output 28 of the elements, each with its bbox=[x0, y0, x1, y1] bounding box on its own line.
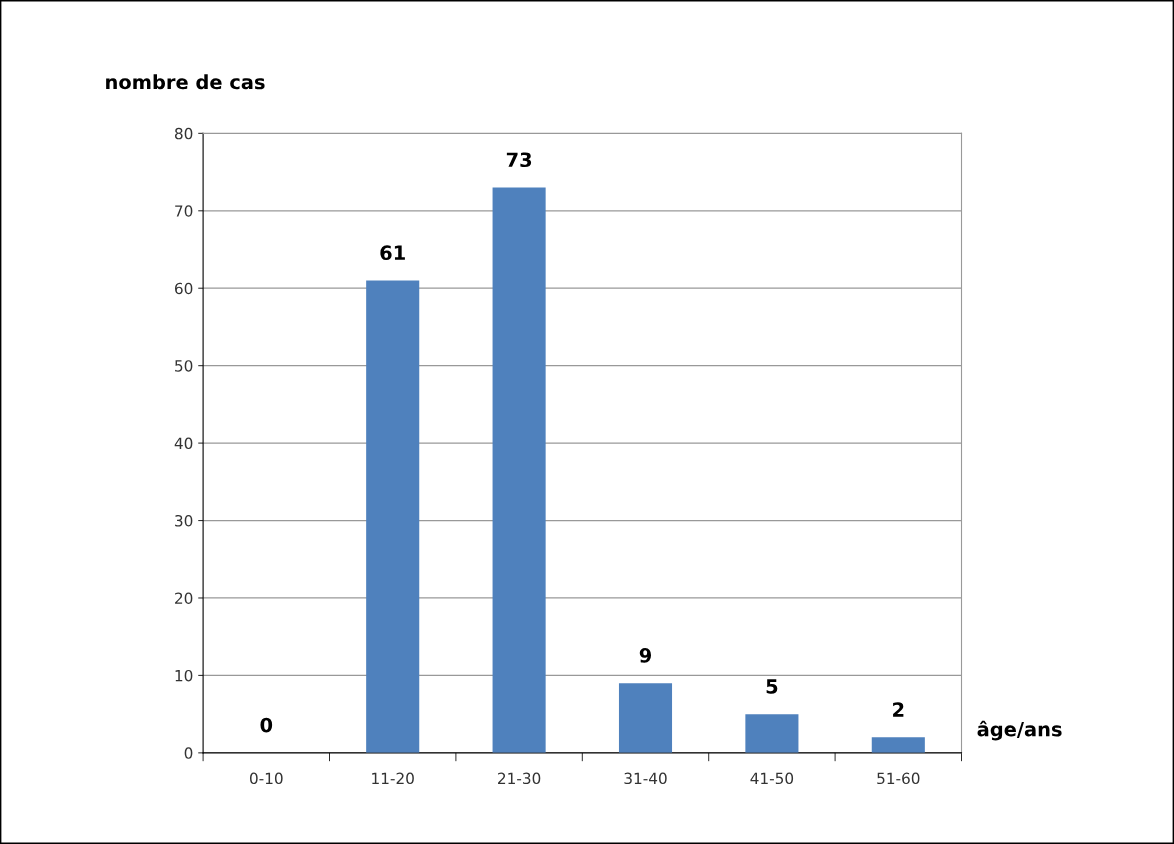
bar bbox=[366, 280, 420, 753]
y-tick-label: 70 bbox=[175, 205, 193, 217]
x-tick-label: 51-60 bbox=[877, 772, 920, 785]
x-tick-label: 31-40 bbox=[624, 772, 667, 785]
y-tick-label: 50 bbox=[175, 360, 193, 372]
data-label: 9 bbox=[639, 648, 652, 663]
x-tick-label: 11-20 bbox=[372, 772, 414, 785]
y-tick-label: 20 bbox=[175, 592, 193, 604]
data-label: 61 bbox=[380, 245, 405, 261]
y-tick-label: 40 bbox=[174, 437, 193, 450]
y-tick-label: 80 bbox=[174, 127, 193, 140]
data-label: 2 bbox=[893, 702, 904, 717]
y-tick-label: 0 bbox=[184, 747, 193, 759]
x-tick-label: 0-10 bbox=[249, 772, 283, 785]
bar bbox=[871, 737, 925, 753]
x-axis-title: âge/ans bbox=[977, 720, 1062, 741]
data-label: 73 bbox=[506, 152, 532, 168]
bar bbox=[618, 683, 673, 753]
y-tick-label: 10 bbox=[175, 669, 193, 682]
data-label: 0 bbox=[260, 717, 273, 733]
x-tick-label: 21-30 bbox=[498, 772, 541, 785]
x-tick-label: 41-50 bbox=[750, 772, 794, 785]
data-label: 5 bbox=[766, 679, 778, 694]
y-tick-label: 30 bbox=[175, 515, 193, 527]
bar bbox=[492, 187, 546, 753]
y-tick-label: 60 bbox=[175, 282, 193, 295]
y-axis-title: nombre de cas bbox=[106, 74, 265, 90]
bar bbox=[745, 714, 799, 753]
